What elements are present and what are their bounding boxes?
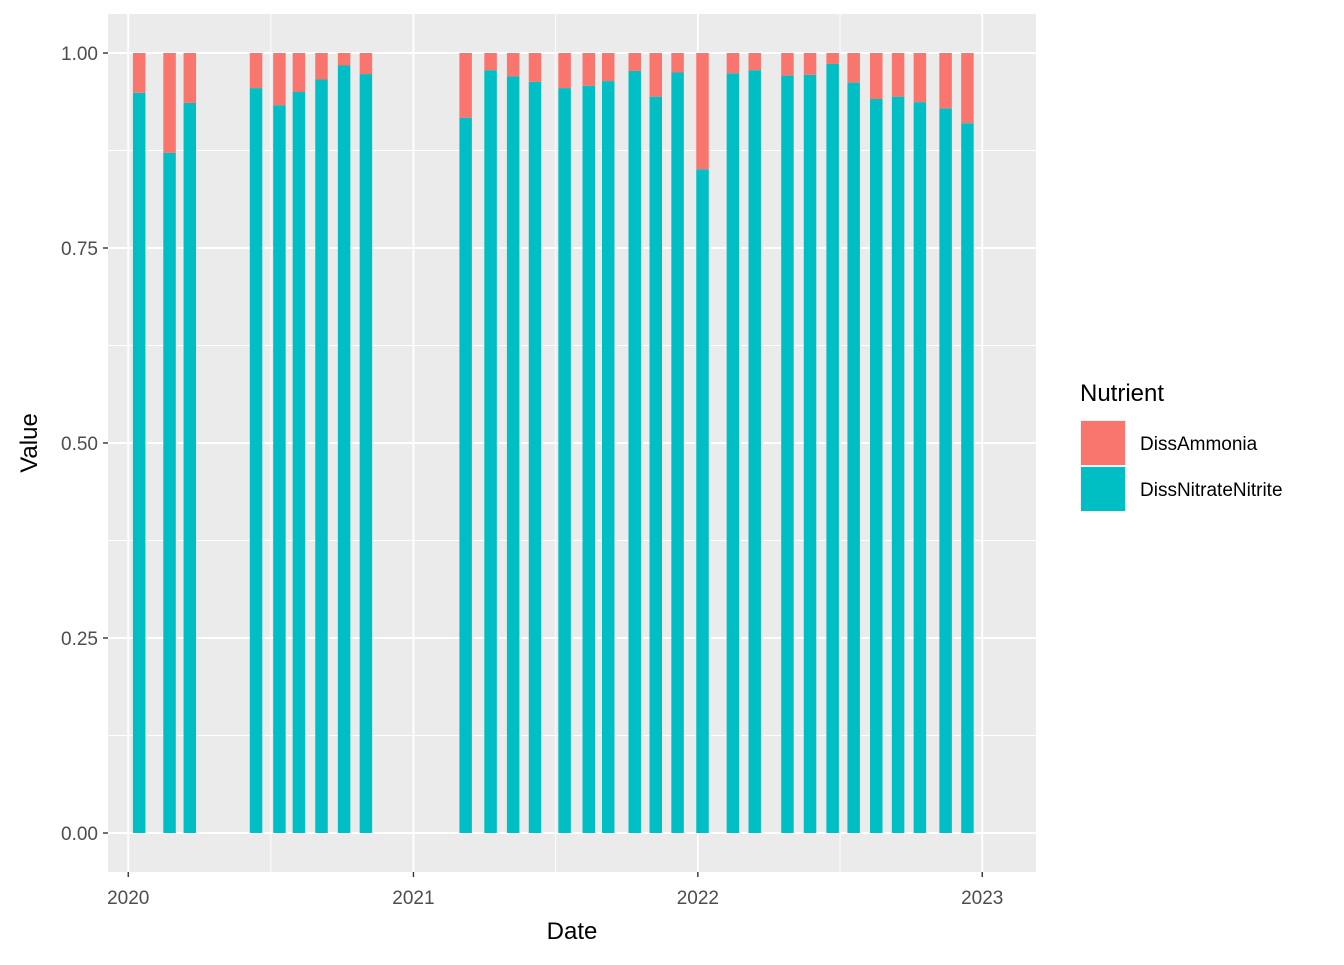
bar-dissnitratenitrite [132,92,146,833]
y-tick-label: 0.00 [61,824,98,845]
bar-dissammonia [649,53,663,97]
bar-dissnitratenitrite [484,70,497,833]
legend-label-dissammonia: DissAmmonia [1140,434,1258,455]
bar-dissnitratenitrite [359,74,373,833]
bar-dissammonia [183,53,197,103]
bar-dissammonia [781,53,794,76]
bar-dissnitratenitrite [939,108,952,833]
bar-dissnitratenitrite [558,88,571,834]
bar-dissammonia [696,53,709,170]
bar-dissnitratenitrite [826,63,839,834]
legend-swatch-dissnitratenitrite [1081,467,1125,511]
bar-dissnitratenitrite [847,82,860,833]
y-tick-label: 0.50 [61,434,98,455]
bar-dissammonia [292,53,306,92]
bar-dissammonia [628,53,641,71]
bar-dissnitratenitrite [649,96,663,834]
legend-title: Nutrient [1080,380,1164,407]
bars [132,53,974,834]
bar-dissammonia [132,53,146,93]
x-tick-label: 2022 [677,888,719,909]
bar-dissnitratenitrite [870,99,883,833]
bar-dissammonia [273,53,286,106]
bar-dissammonia [163,53,176,153]
bar-dissnitratenitrite [601,81,615,833]
bar-dissnitratenitrite [315,79,328,833]
bar-dissammonia [870,53,883,100]
bar-dissammonia [582,53,596,86]
bar-dissnitratenitrite [183,102,197,834]
y-tick-label: 0.25 [61,629,98,650]
bar-dissnitratenitrite [781,75,794,834]
bar-dissnitratenitrite [506,76,520,833]
bar-dissammonia [891,53,905,97]
bar-dissnitratenitrite [628,70,641,833]
x-tick-label: 2021 [392,888,434,909]
y-axis-title: Value [16,413,43,473]
y-tick-label: 1.00 [61,44,98,65]
bar-dissammonia [748,53,761,71]
x-axis: 2020 2021 2022 2023 [107,872,1003,909]
bar-dissammonia [939,53,952,109]
bar-dissnitratenitrite [696,169,709,834]
bar-dissnitratenitrite [582,85,596,833]
bar-dissammonia [803,53,817,75]
bar-dissnitratenitrite [292,92,306,833]
bar-dissnitratenitrite [961,123,974,833]
bar-dissammonia [359,53,373,75]
bar-dissammonia [847,53,860,83]
bar-dissnitratenitrite [273,105,286,833]
bar-dissammonia [459,53,472,118]
bar-dissammonia [601,53,615,82]
bar-dissammonia [337,53,351,66]
bar-dissnitratenitrite [528,81,542,834]
bar-dissammonia [671,53,684,73]
bar-dissammonia [249,53,263,89]
y-tick-label: 0.75 [61,239,98,260]
bar-dissnitratenitrite [249,88,263,834]
bar-dissnitratenitrite [337,65,351,834]
y-axis: 0.00 0.25 0.50 0.75 1.00 [61,44,108,845]
x-tick-label: 2023 [961,888,1003,909]
bar-dissnitratenitrite [726,73,740,833]
bar-dissammonia [315,53,328,80]
bar-dissammonia [726,53,740,74]
bar-dissnitratenitrite [803,74,817,834]
bar-dissammonia [826,53,839,64]
bar-dissnitratenitrite [891,96,905,834]
bar-dissammonia [558,53,571,89]
bar-dissammonia [506,53,520,77]
legend-label-dissnitratenitrite: DissNitrateNitrite [1140,480,1283,501]
bar-dissnitratenitrite [671,72,684,833]
bar-dissnitratenitrite [163,152,176,834]
bar-dissnitratenitrite [459,117,472,834]
legend: Nutrient DissAmmonia DissNitrateNitrite [1080,380,1283,512]
bar-dissammonia [913,53,927,103]
x-tick-label: 2020 [107,888,149,909]
bar-dissammonia [528,53,542,82]
bar-dissnitratenitrite [748,70,761,833]
bar-dissnitratenitrite [913,102,927,833]
bar-dissammonia [961,53,974,124]
legend-swatch-dissammonia [1081,421,1125,465]
bar-dissammonia [484,53,497,71]
x-axis-title: Date [547,918,598,945]
